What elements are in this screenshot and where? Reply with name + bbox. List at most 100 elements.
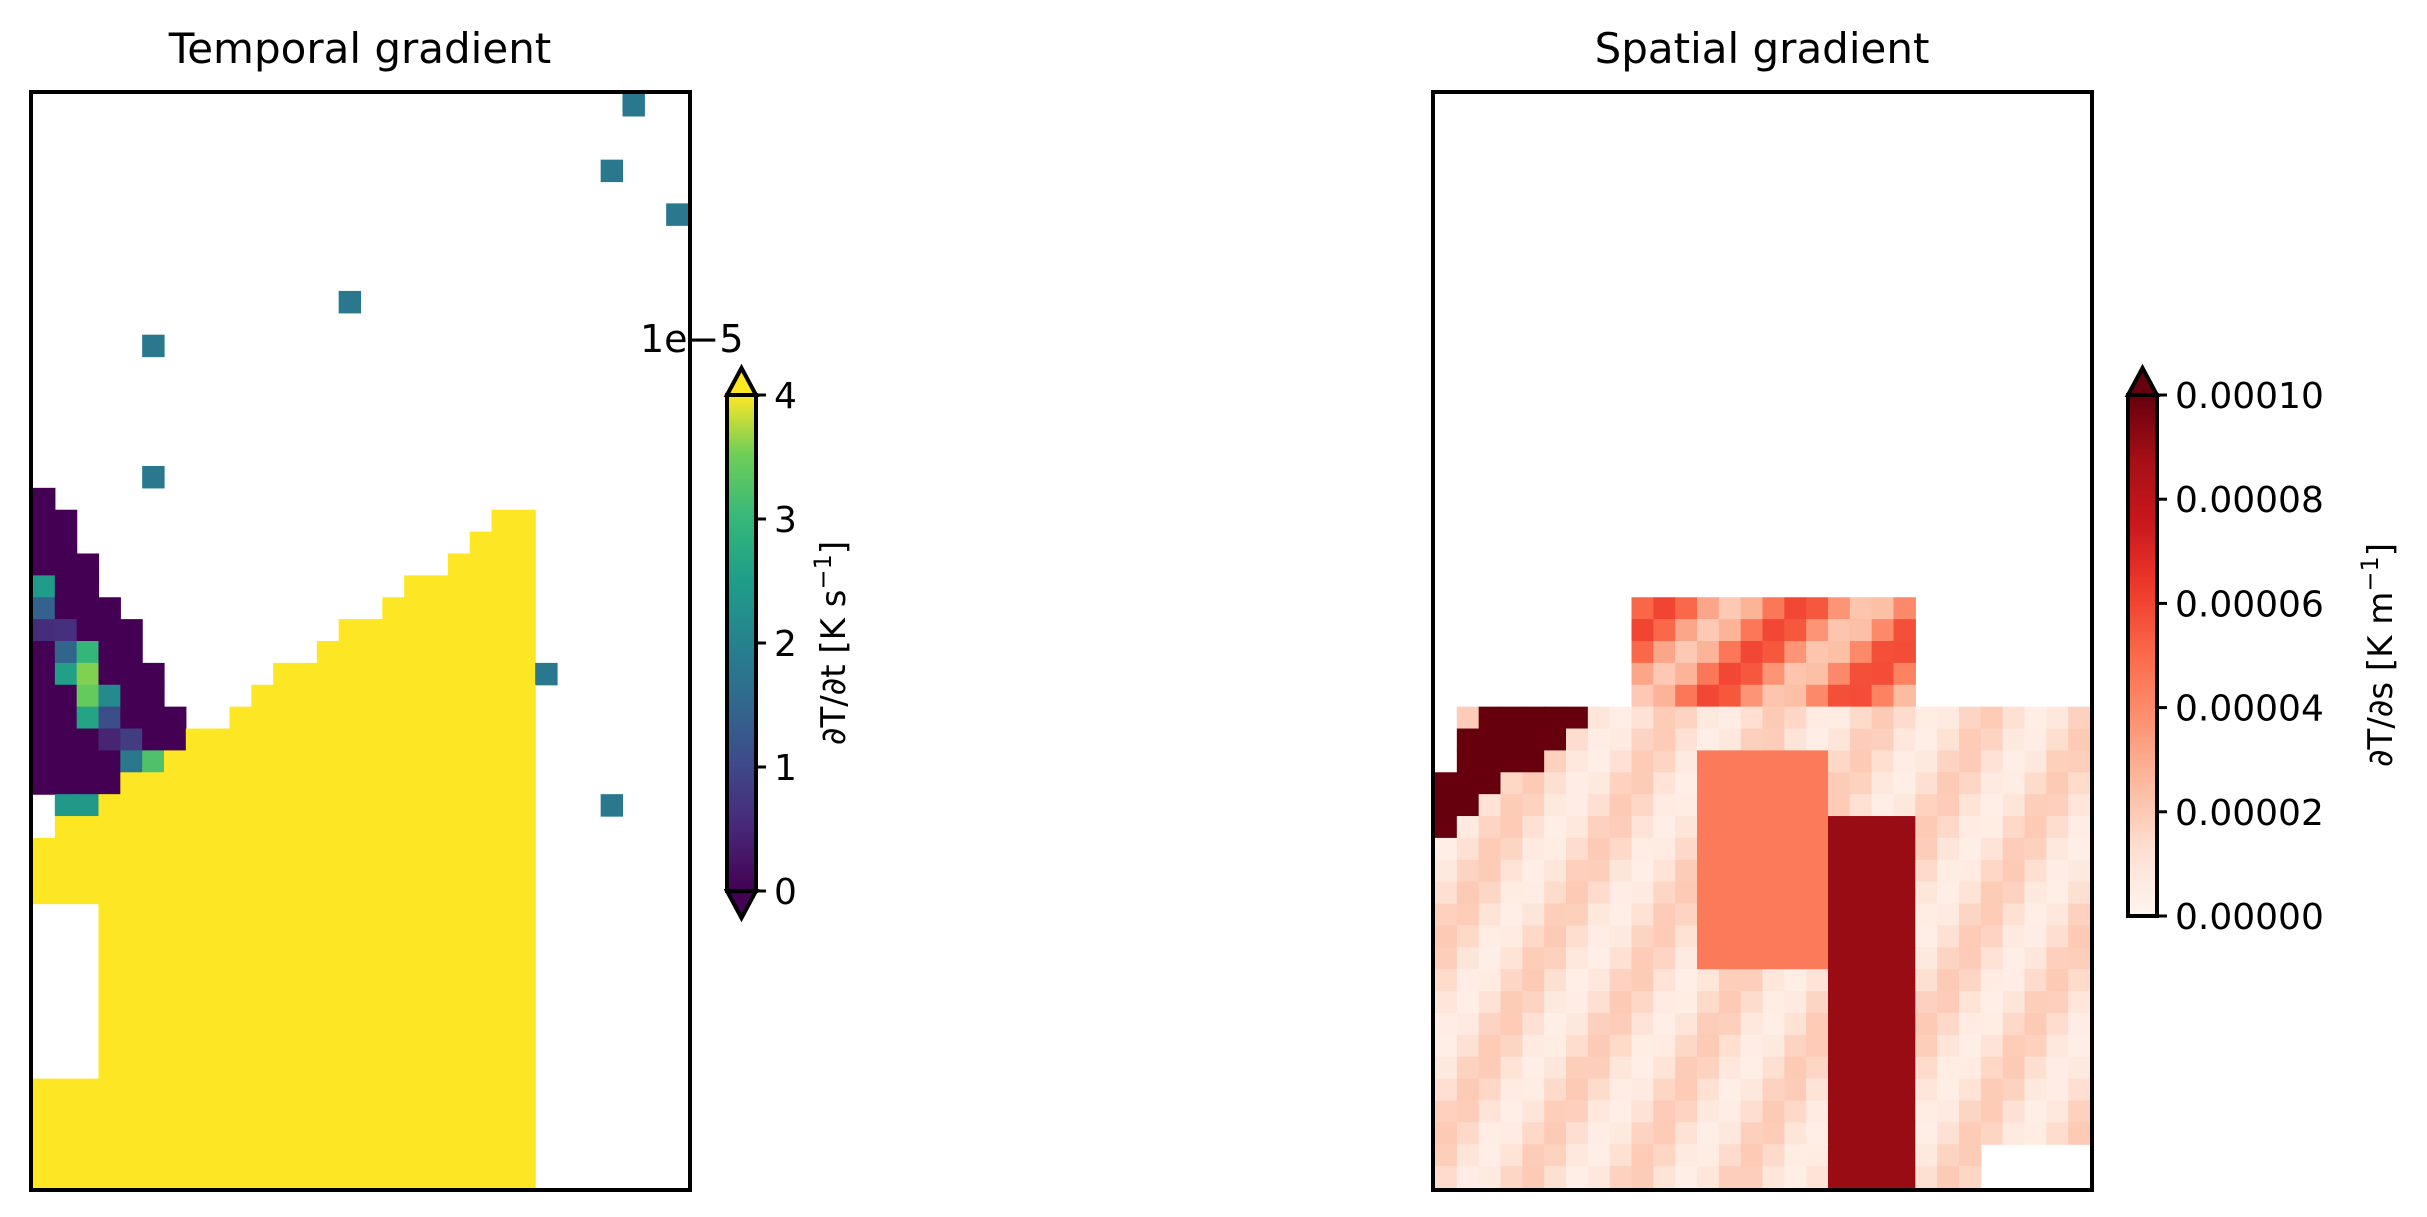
spatial-cell bbox=[1740, 1034, 1764, 1058]
spatial-cell bbox=[1806, 794, 1829, 817]
temporal-cell bbox=[98, 619, 121, 642]
temporal-cell bbox=[273, 903, 296, 927]
spatial-cell bbox=[1544, 1034, 1567, 1058]
spatial-cell bbox=[1587, 1056, 1611, 1080]
temporal-panel: Temporal gradient 1e−5 0 1 2 3 4 ∂T/∂t [K s−… bbox=[29, 24, 854, 1192]
spatial-cell bbox=[1478, 794, 1502, 817]
spatial-cell bbox=[1566, 969, 1589, 992]
temporal-cell bbox=[426, 991, 449, 1014]
spatial-cell bbox=[1849, 1100, 1873, 1123]
spatial-cell bbox=[1522, 969, 1545, 992]
spatial-cell bbox=[1675, 1122, 1698, 1145]
spatial-cell bbox=[1784, 641, 1807, 664]
spatial-cell bbox=[1478, 947, 1502, 970]
spatial-cell bbox=[1718, 794, 1742, 817]
temporal-cell bbox=[76, 881, 100, 905]
temporal-cell bbox=[600, 794, 624, 817]
temporal-cell bbox=[360, 837, 383, 861]
spatial-cell bbox=[1609, 1122, 1633, 1145]
temporal-cell bbox=[382, 1056, 405, 1080]
spatial-cell bbox=[2002, 1012, 2026, 1036]
temporal-cell bbox=[338, 750, 362, 773]
spatial-cell bbox=[1435, 1166, 1458, 1189]
spatial-cell bbox=[1478, 1078, 1502, 1102]
temporal-cell bbox=[513, 1144, 536, 1167]
spatial-cell bbox=[1456, 969, 1480, 992]
spatial-cell bbox=[1806, 903, 1829, 927]
spatial-cell bbox=[1587, 1166, 1611, 1189]
spatial-cell bbox=[1849, 969, 1873, 992]
spatial-cell bbox=[1675, 597, 1698, 620]
spatial-cell bbox=[1566, 1100, 1589, 1123]
temporal-cell bbox=[54, 684, 78, 708]
spatial-cell bbox=[2068, 969, 2091, 992]
spatial-cell bbox=[1718, 1078, 1742, 1102]
spatial-cell bbox=[1456, 1012, 1480, 1036]
temporal-cell bbox=[273, 750, 296, 773]
spatial-cell bbox=[1828, 1100, 1851, 1123]
temporal-cell bbox=[513, 641, 536, 664]
spatial-cell bbox=[1784, 1166, 1807, 1189]
spatial-cell bbox=[1784, 925, 1807, 948]
temporal-cell bbox=[164, 859, 187, 883]
spatial-cell bbox=[1718, 1166, 1742, 1189]
spatial-cell bbox=[1456, 1056, 1480, 1080]
temporal-cell bbox=[98, 837, 121, 861]
spatial-cell bbox=[1893, 641, 1916, 664]
temporal-cell bbox=[120, 816, 143, 839]
temporal-cell bbox=[98, 1012, 121, 1036]
temporal-cell bbox=[120, 903, 143, 927]
spatial-cell bbox=[1675, 794, 1698, 817]
spatial-cell bbox=[1653, 816, 1676, 839]
spatial-cell bbox=[1697, 991, 1720, 1014]
temporal-cell bbox=[447, 706, 471, 730]
temporal-cell bbox=[622, 94, 645, 117]
spatial-cell bbox=[1478, 881, 1502, 905]
spatial-cell bbox=[1478, 925, 1502, 948]
temporal-cell bbox=[273, 1166, 296, 1189]
spatial-cell bbox=[2024, 706, 2047, 730]
temporal-cell bbox=[316, 881, 340, 905]
temporal-cell bbox=[338, 1078, 362, 1102]
spatial-cell bbox=[1871, 772, 1895, 795]
spatial-cell bbox=[1762, 991, 1785, 1014]
spatial-cell bbox=[2046, 969, 2069, 992]
temporal-colorbar-extend-max bbox=[723, 363, 760, 397]
temporal-cell bbox=[447, 772, 471, 795]
spatial-cell bbox=[1980, 794, 2004, 817]
temporal-cell bbox=[316, 728, 340, 751]
temporal-cell bbox=[164, 728, 187, 751]
temporal-cell bbox=[251, 1012, 274, 1036]
spatial-cell bbox=[1718, 1056, 1742, 1080]
spatial-cell bbox=[1893, 881, 1916, 905]
spatial-cell bbox=[1653, 794, 1676, 817]
temporal-cell bbox=[491, 531, 514, 555]
temporal-cell bbox=[469, 1078, 493, 1102]
spatial-heatmap-cells bbox=[1435, 597, 2091, 1189]
temporal-cell bbox=[164, 706, 187, 730]
temporal-cell bbox=[426, 881, 449, 905]
temporal-cell bbox=[273, 1078, 296, 1102]
temporal-cell bbox=[185, 1012, 209, 1036]
temporal-cell bbox=[229, 1100, 252, 1123]
spatial-cell bbox=[2002, 881, 2026, 905]
temporal-cell bbox=[76, 1078, 100, 1102]
spatial-cell bbox=[1566, 706, 1589, 730]
spatial-cell bbox=[1566, 1166, 1589, 1189]
spatial-cell bbox=[2002, 859, 2026, 883]
spatial-cell bbox=[1587, 1122, 1611, 1145]
spatial-cell bbox=[1653, 1122, 1676, 1145]
spatial-cell bbox=[1435, 816, 1458, 839]
temporal-cell bbox=[426, 1012, 449, 1036]
temporal-cell bbox=[382, 1144, 405, 1167]
spatial-cell bbox=[2068, 750, 2091, 773]
spatial-cell bbox=[1609, 859, 1633, 883]
temporal-cell bbox=[251, 750, 274, 773]
spatial-cell bbox=[1697, 706, 1720, 730]
temporal-cell bbox=[185, 1100, 209, 1123]
spatial-cell bbox=[1871, 859, 1895, 883]
spatial-cell bbox=[1718, 662, 1742, 686]
spatial-cell bbox=[1631, 706, 1654, 730]
spatial-cell bbox=[1762, 662, 1785, 686]
spatial-cell bbox=[1740, 816, 1764, 839]
